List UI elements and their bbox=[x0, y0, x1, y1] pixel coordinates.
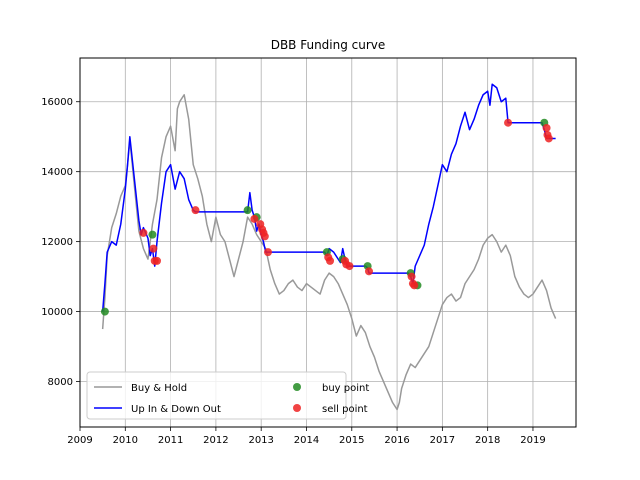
plot-frame bbox=[79, 57, 577, 428]
x-tick-label: 2014 bbox=[294, 435, 319, 446]
sell-point-marker bbox=[326, 256, 335, 265]
y-tick-label: 16000 bbox=[41, 97, 73, 108]
sell-point-marker bbox=[364, 267, 373, 276]
sell-point-marker bbox=[544, 134, 553, 143]
legend-swatch bbox=[293, 383, 301, 391]
x-tick-label: 2018 bbox=[475, 435, 500, 446]
buy-point-marker bbox=[243, 206, 252, 215]
sell-point-marker bbox=[345, 262, 354, 271]
x-tick-label: 2009 bbox=[67, 435, 92, 446]
x-tick-label: 2019 bbox=[520, 435, 545, 446]
chart-title: DBB Funding curve bbox=[271, 38, 386, 52]
x-tick-label: 2011 bbox=[158, 435, 183, 446]
legend: Buy & Hold Up In & Down Out buy point sell … bbox=[86, 371, 369, 420]
x-tick-label: 2017 bbox=[430, 435, 455, 446]
sell-point-marker bbox=[149, 244, 158, 253]
buy-point-marker bbox=[148, 230, 157, 239]
sell-point-marker bbox=[250, 214, 259, 223]
x-axis: 2009 2010 2011 2012 2013 2014 2015 2016 2017 2018… bbox=[67, 427, 546, 446]
sell-point-marker bbox=[153, 256, 162, 265]
legend-label: buy point bbox=[322, 383, 369, 394]
sell-point-marker bbox=[260, 232, 269, 241]
sell-point-marker bbox=[407, 272, 416, 281]
sell-point-marker bbox=[139, 228, 148, 237]
x-tick-label: 2010 bbox=[113, 435, 138, 446]
sell-point-marker bbox=[263, 248, 272, 257]
series-group bbox=[100, 83, 557, 411]
y-tick-label: 10000 bbox=[41, 307, 73, 318]
series-line-buy-hold bbox=[101, 93, 557, 411]
y-axis: 8000 10000 12000 14000 16000 bbox=[41, 97, 80, 388]
x-tick-label: 2013 bbox=[248, 435, 273, 446]
legend-label: Up In & Down Out bbox=[131, 404, 221, 415]
sell-point-marker bbox=[191, 206, 200, 215]
y-tick-label: 14000 bbox=[41, 167, 73, 178]
x-tick-label: 2015 bbox=[339, 435, 364, 446]
plot-area bbox=[80, 58, 576, 427]
sell-point-marker bbox=[504, 118, 513, 127]
buy-point-marker bbox=[100, 307, 109, 316]
x-tick-label: 2012 bbox=[203, 435, 228, 446]
legend-label: Buy & Hold bbox=[131, 383, 187, 394]
legend-label: sell point bbox=[322, 404, 368, 415]
y-tick-label: 8000 bbox=[48, 377, 73, 388]
sell-point-marker bbox=[542, 123, 551, 132]
series-line-up-in-down-out bbox=[101, 83, 556, 312]
y-tick-label: 12000 bbox=[41, 237, 73, 248]
sell-point-marker bbox=[410, 281, 419, 290]
legend-swatch bbox=[293, 404, 301, 412]
x-tick-label: 2016 bbox=[384, 435, 409, 446]
legend-frame bbox=[86, 371, 347, 420]
grid bbox=[79, 58, 576, 427]
